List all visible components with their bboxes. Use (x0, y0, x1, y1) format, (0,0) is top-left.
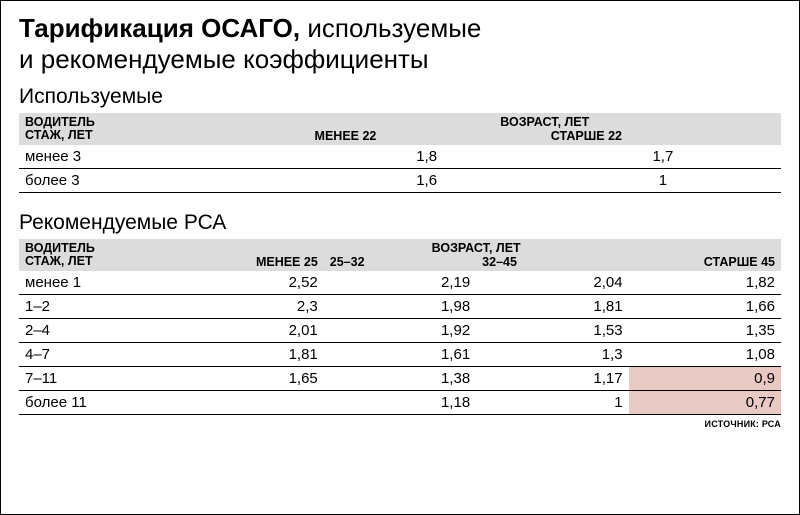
cell-value: 1,35 (629, 319, 781, 343)
cell-value: 1 (476, 391, 628, 415)
section2-heading: Рекомендуемые РСА (19, 211, 781, 235)
table2-col-0: МЕНЕЕ 25 (171, 239, 323, 271)
table-row: 2–4 2,01 1,92 1,53 1,35 (19, 319, 781, 343)
cell-value: 1,82 (629, 271, 781, 295)
table-row: менее 3 1,8 1,7 (19, 145, 781, 169)
cell-value: 1,08 (629, 343, 781, 367)
table-used: ВОДИТЕЛЬ СТАЖ, ЛЕТ ВОЗРАСТ, ЛЕТ МЕНЕЕ 22… (19, 113, 781, 193)
cell-value: 1,18 (324, 391, 476, 415)
table-row: 1–2 2,3 1,98 1,81 1,66 (19, 295, 781, 319)
row-label: 7–11 (19, 367, 171, 391)
title-bold: Тарификация ОСАГО, (19, 13, 300, 43)
cell-value: 1,38 (324, 367, 476, 391)
cell-value: 2,04 (476, 271, 628, 295)
table2-col-1: 25–32 (324, 255, 476, 271)
rowheader-line1: ВОДИТЕЛЬ (25, 115, 95, 129)
table2-col-2: 32–45 (476, 255, 628, 271)
table1-age-header: ВОЗРАСТ, ЛЕТ (309, 113, 781, 129)
cell-value: 1,92 (324, 319, 476, 343)
table2-col-3: СТАРШЕ 45 (629, 239, 781, 271)
main-title: Тарификация ОСАГО, используемые и рекоме… (19, 13, 781, 75)
table1-col-1: СТАРШЕ 22 (545, 129, 781, 145)
cell-value: 1 (545, 169, 781, 193)
table-row: более 3 1,6 1 (19, 169, 781, 193)
cell-value: 1,81 (476, 295, 628, 319)
cell-value: 1,17 (476, 367, 628, 391)
cell-value: 1,3 (476, 343, 628, 367)
rowheader-line1: ВОДИТЕЛЬ (25, 241, 95, 255)
cell-value: 1,81 (171, 343, 323, 367)
source-label: ИСТОЧНИК: РСА (19, 419, 781, 429)
cell-value: 1,7 (545, 145, 781, 169)
rowheader-line2: СТАЖ, ЛЕТ (25, 254, 93, 268)
row-label: 2–4 (19, 319, 171, 343)
title-light-2: и рекомендуемые коэффициенты (19, 44, 429, 74)
cell-value: 2,19 (324, 271, 476, 295)
cell-value: 1,61 (324, 343, 476, 367)
table2-rowheader: ВОДИТЕЛЬ СТАЖ, ЛЕТ (19, 239, 171, 271)
cell-value: 2,52 (171, 271, 323, 295)
table2-header-row1: ВОДИТЕЛЬ СТАЖ, ЛЕТ МЕНЕЕ 25 ВОЗРАСТ, ЛЕТ… (19, 239, 781, 255)
cell-value-highlighted: 0,77 (629, 391, 781, 415)
row-label: 1–2 (19, 295, 171, 319)
section1-heading: Используемые (19, 85, 781, 109)
cell-value (171, 391, 323, 415)
row-label: более 3 (19, 169, 309, 193)
infographic-container: Тарификация ОСАГО, используемые и рекоме… (0, 0, 800, 515)
title-light-1: используемые (307, 13, 481, 43)
row-label: менее 3 (19, 145, 309, 169)
cell-value: 1,53 (476, 319, 628, 343)
row-label: 4–7 (19, 343, 171, 367)
table1-header-row1: ВОДИТЕЛЬ СТАЖ, ЛЕТ ВОЗРАСТ, ЛЕТ (19, 113, 781, 129)
cell-value: 1,65 (171, 367, 323, 391)
cell-value: 1,8 (309, 145, 545, 169)
row-label: более 11 (19, 391, 171, 415)
cell-value: 1,66 (629, 295, 781, 319)
table2-age-header: ВОЗРАСТ, ЛЕТ (324, 239, 629, 255)
table1-rowheader: ВОДИТЕЛЬ СТАЖ, ЛЕТ (19, 113, 309, 145)
cell-value: 2,3 (171, 295, 323, 319)
cell-value: 2,01 (171, 319, 323, 343)
table1-col-0: МЕНЕЕ 22 (309, 129, 545, 145)
table-row: 7–11 1,65 1,38 1,17 0,9 (19, 367, 781, 391)
cell-value: 1,98 (324, 295, 476, 319)
rowheader-line2: СТАЖ, ЛЕТ (25, 128, 93, 142)
row-label: менее 1 (19, 271, 171, 295)
table-row: менее 1 2,52 2,19 2,04 1,82 (19, 271, 781, 295)
cell-value: 1,6 (309, 169, 545, 193)
table-row: 4–7 1,81 1,61 1,3 1,08 (19, 343, 781, 367)
table-row: более 11 1,18 1 0,77 (19, 391, 781, 415)
table-recommended: ВОДИТЕЛЬ СТАЖ, ЛЕТ МЕНЕЕ 25 ВОЗРАСТ, ЛЕТ… (19, 239, 781, 415)
cell-value-highlighted: 0,9 (629, 367, 781, 391)
